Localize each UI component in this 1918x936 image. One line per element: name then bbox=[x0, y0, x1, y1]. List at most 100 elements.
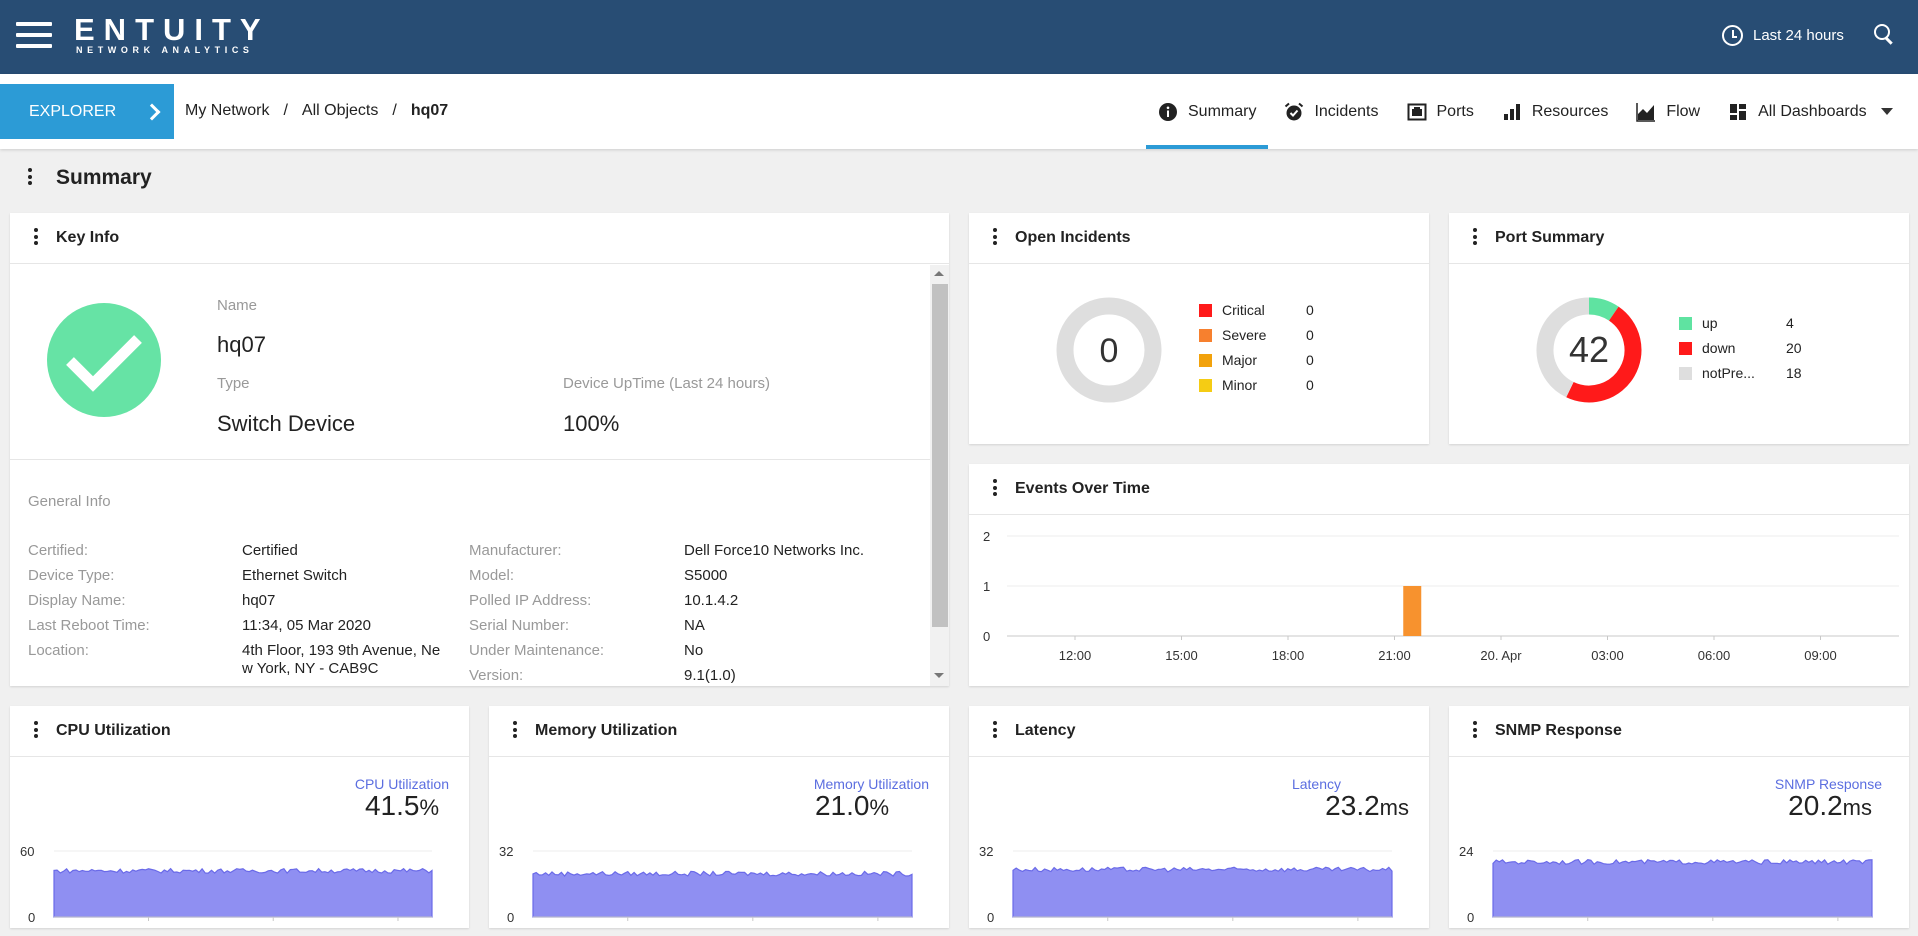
y-tick-label: 0 bbox=[987, 910, 994, 925]
card-header: Latency bbox=[969, 706, 1429, 757]
tab-incidents[interactable]: Incidents bbox=[1272, 74, 1390, 149]
x-tick-label: 15:00 bbox=[1165, 648, 1198, 663]
brand-tagline: NETWORK ANALYTICS bbox=[76, 45, 254, 55]
y-tick-label: 0 bbox=[28, 910, 35, 925]
legend-swatch bbox=[1199, 378, 1212, 392]
card-title: Memory Utilization bbox=[535, 722, 678, 739]
legend-label: Major bbox=[1222, 352, 1258, 368]
legend-swatch bbox=[1199, 328, 1212, 342]
x-tick-label: 20. Apr bbox=[1480, 648, 1522, 663]
legend-up[interactable]: up 4 bbox=[1679, 315, 1794, 331]
info-key: Polled IP Address: bbox=[469, 592, 592, 609]
scrollbar-thumb[interactable] bbox=[932, 284, 948, 627]
value: 20.2 bbox=[1788, 790, 1843, 821]
x-tick-label: 09:00 bbox=[1804, 648, 1837, 663]
incidents-donut: 0 bbox=[1056, 297, 1162, 403]
latency-card: Latency Latency 23.2ms 32 0 bbox=[969, 706, 1429, 928]
legend-label: Critical bbox=[1222, 302, 1265, 318]
key-info-card: Key Info Name hq07 Type Switch Device De… bbox=[10, 213, 949, 686]
chevron-right-icon bbox=[143, 103, 161, 120]
tab-flow[interactable]: Flow bbox=[1624, 74, 1712, 149]
scroll-down-icon[interactable] bbox=[934, 673, 944, 678]
brand-name: ENTUITY bbox=[74, 12, 270, 47]
series-area bbox=[53, 867, 433, 918]
legend-critical[interactable]: Critical 0 bbox=[1199, 302, 1314, 318]
more-options-icon[interactable] bbox=[1473, 228, 1477, 248]
breadcrumb-separator: / bbox=[392, 102, 397, 119]
cpu-utilization-card: CPU Utilization CPU Utilization 41.5% 60… bbox=[10, 706, 469, 928]
chevron-down-icon bbox=[1880, 108, 1893, 115]
time-range-selector[interactable]: Last 24 hours bbox=[1722, 25, 1844, 46]
legend-count: 0 bbox=[1306, 377, 1314, 393]
open-incidents-card: Open Incidents 0 Critical 0 Severe 0 Major… bbox=[969, 213, 1429, 444]
legend-swatch bbox=[1679, 366, 1692, 380]
dashboard-tabs: Summary Incidents Ports Resources Flow A… bbox=[1146, 74, 1909, 149]
alarm-icon bbox=[1285, 102, 1304, 120]
breadcrumb-all-objects[interactable]: All Objects bbox=[301, 102, 379, 119]
tab-all-dashboards[interactable]: All Dashboards bbox=[1716, 74, 1905, 149]
donut-slice-down bbox=[1566, 306, 1642, 403]
snmp-sparkline: 24 0 bbox=[1459, 844, 1873, 925]
scrollbar[interactable] bbox=[930, 265, 949, 686]
top-bar: ENTUITY NETWORK ANALYTICS Last 24 hours bbox=[0, 0, 1918, 74]
more-options-icon[interactable] bbox=[993, 479, 997, 499]
x-tick-label: 06:00 bbox=[1698, 648, 1731, 663]
metric-value: 20.2ms bbox=[1788, 790, 1872, 822]
more-options-icon[interactable] bbox=[34, 228, 38, 248]
more-options-icon[interactable] bbox=[513, 721, 517, 741]
info-key: Last Reboot Time: bbox=[28, 617, 150, 634]
info-value: S5000 bbox=[684, 567, 728, 584]
tab-ports[interactable]: Ports bbox=[1395, 74, 1486, 149]
memory-utilization-card: Memory Utilization Memory Utilization 21… bbox=[489, 706, 949, 928]
info-value: Dell Force10 Networks Inc. bbox=[684, 542, 865, 559]
menu-icon[interactable] bbox=[16, 22, 52, 52]
legend-count: 20 bbox=[1786, 340, 1802, 356]
scroll-up-icon[interactable] bbox=[934, 271, 944, 276]
info-value: Certified bbox=[242, 542, 298, 559]
explorer-button[interactable]: EXPLORER bbox=[0, 84, 174, 139]
y-tick-label: 1 bbox=[983, 579, 990, 594]
breadcrumb-my-network[interactable]: My Network bbox=[185, 102, 270, 119]
y-tick-label: 32 bbox=[499, 844, 513, 859]
more-options-icon[interactable] bbox=[1473, 721, 1477, 741]
more-options-icon[interactable] bbox=[993, 228, 997, 248]
tab-resources[interactable]: Resources bbox=[1490, 74, 1620, 149]
card-title: Key Info bbox=[56, 229, 120, 246]
info-value: No bbox=[684, 642, 704, 659]
legend-swatch bbox=[1679, 341, 1692, 355]
info-key: Model: bbox=[469, 567, 515, 584]
more-options-icon[interactable] bbox=[34, 721, 38, 741]
legend-major[interactable]: Major 0 bbox=[1199, 352, 1314, 368]
y-tick-label: 0 bbox=[1467, 910, 1474, 925]
legend-severe[interactable]: Severe 0 bbox=[1199, 327, 1314, 343]
info-key: Display Name: bbox=[28, 592, 126, 609]
card-header: CPU Utilization bbox=[10, 706, 469, 757]
series-label: Memory Utilization bbox=[813, 776, 929, 792]
tab-summary[interactable]: Summary bbox=[1146, 74, 1269, 149]
legend-down[interactable]: down 20 bbox=[1679, 340, 1802, 356]
tab-label: Flow bbox=[1666, 102, 1701, 120]
x-tick-label: 12:00 bbox=[1059, 648, 1092, 663]
metric-value: 41.5% bbox=[365, 790, 439, 822]
legend-not-present[interactable]: notPre... 18 bbox=[1679, 365, 1802, 381]
more-options-icon[interactable] bbox=[28, 168, 32, 188]
cpu-sparkline: 60 0 bbox=[20, 844, 433, 925]
breadcrumb-separator: / bbox=[283, 102, 288, 119]
unit: ms bbox=[1842, 795, 1872, 820]
port-summary-card: Port Summary 42 up 4 down 20 notPre... 18 bbox=[1449, 213, 1909, 444]
snmp-response-card: SNMP Response SNMP Response 20.2ms 24 0 bbox=[1449, 706, 1909, 928]
card-header: Key Info bbox=[10, 213, 949, 264]
series-area bbox=[532, 870, 913, 918]
info-value: 11:34, 05 Mar 2020 bbox=[242, 617, 371, 634]
card-title: Events Over Time bbox=[1015, 480, 1150, 497]
breadcrumb-current: hq07 bbox=[410, 102, 449, 119]
legend-minor[interactable]: Minor 0 bbox=[1199, 377, 1314, 393]
card-header: SNMP Response bbox=[1449, 706, 1909, 757]
search-icon[interactable] bbox=[1874, 24, 1894, 46]
y-tick-label: 24 bbox=[1459, 844, 1473, 859]
card-header: Memory Utilization bbox=[489, 706, 949, 757]
page-title-bar: Summary bbox=[28, 166, 152, 190]
name-label: Name bbox=[217, 297, 258, 314]
y-tick-label: 32 bbox=[979, 844, 993, 859]
more-options-icon[interactable] bbox=[993, 721, 997, 741]
